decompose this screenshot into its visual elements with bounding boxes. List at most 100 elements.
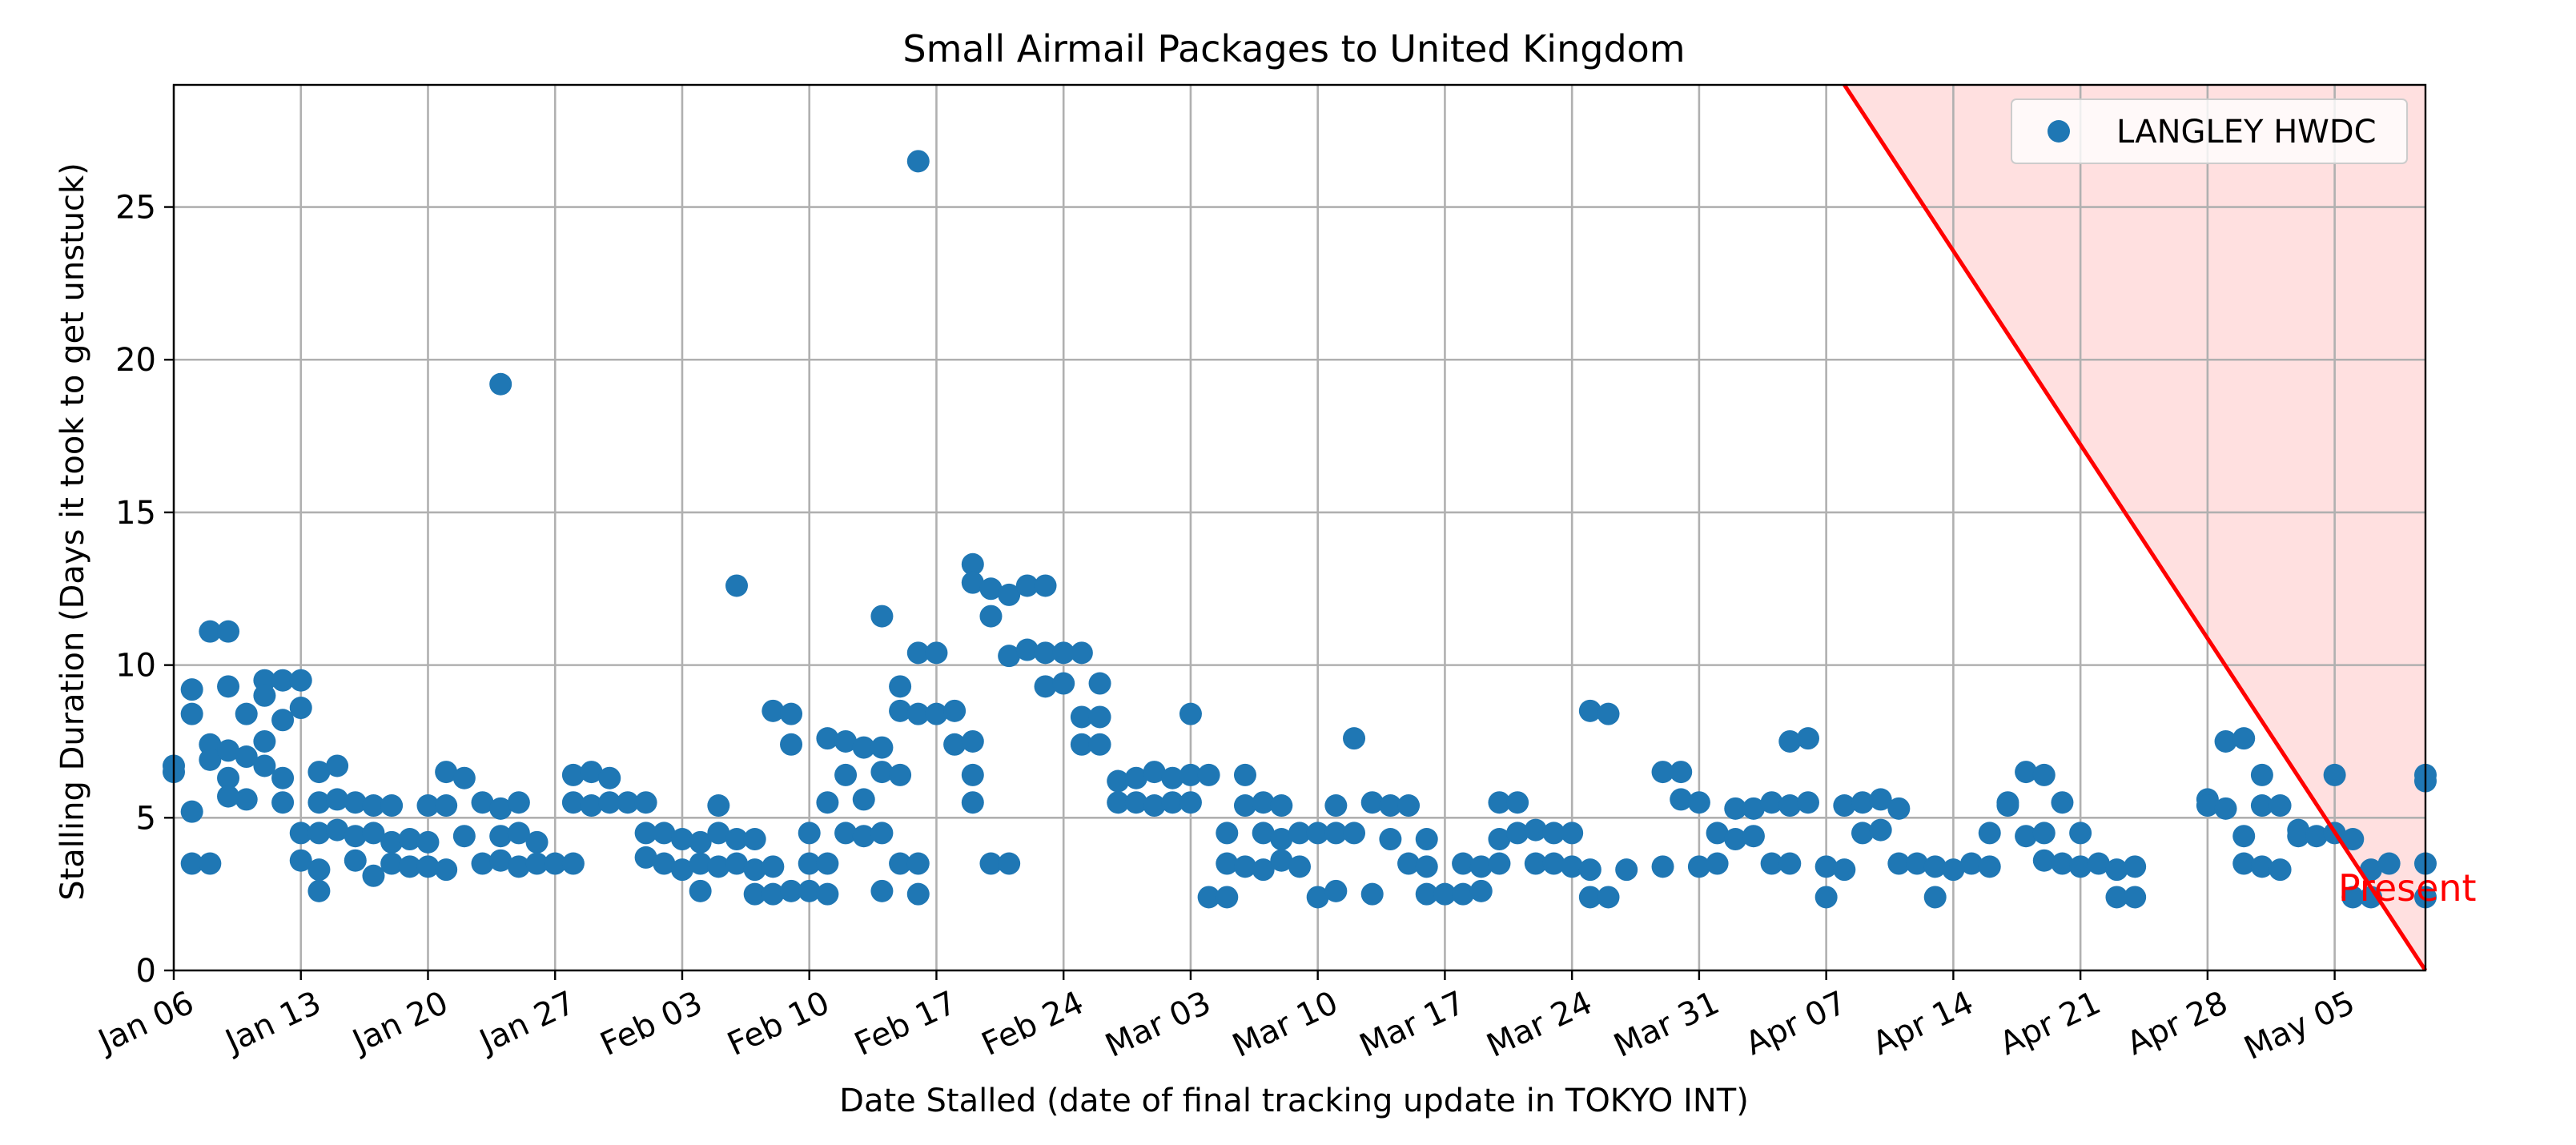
data-point (961, 552, 984, 576)
data-point (870, 736, 894, 759)
legend-box (2011, 98, 2408, 164)
data-point (1687, 855, 1710, 878)
data-point (870, 822, 894, 845)
data-point (1887, 852, 1911, 875)
data-point (580, 794, 603, 818)
data-point (1216, 852, 1239, 875)
data-point (1233, 794, 1256, 818)
data-point (2124, 855, 2147, 878)
data-point (925, 702, 948, 725)
data-point (2359, 886, 2382, 909)
data-point (762, 882, 785, 906)
data-point (271, 709, 295, 732)
y-tick-label: 20 (115, 342, 156, 379)
data-point (1851, 791, 1874, 814)
data-point (979, 577, 1003, 601)
data-point (435, 761, 458, 784)
data-point (852, 825, 875, 848)
data-point (1706, 852, 1729, 875)
data-point (689, 852, 712, 875)
data-point (1851, 822, 1874, 845)
data-point (326, 788, 349, 811)
data-point (798, 852, 821, 875)
data-point (2032, 763, 2056, 786)
data-point (1778, 852, 1802, 875)
data-point (344, 825, 367, 848)
y-axis-label: Stalling Duration (Days it took to get u… (54, 163, 91, 901)
data-point (1542, 822, 1565, 845)
data-point (1887, 797, 1911, 820)
data-point (398, 855, 421, 878)
data-point (1706, 822, 1729, 845)
data-point (1778, 794, 1802, 818)
data-point (961, 729, 984, 753)
data-point (1034, 675, 1057, 698)
data-point (707, 794, 730, 818)
data-point (1397, 852, 1421, 875)
data-point (271, 669, 295, 692)
data-point (889, 675, 912, 698)
data-point (1161, 766, 1184, 789)
data-point (1124, 766, 1147, 789)
data-point (1687, 791, 1710, 814)
data-point (1469, 855, 1493, 878)
data-point (2232, 825, 2256, 848)
data-point (2250, 763, 2273, 786)
data-point (1996, 794, 2019, 818)
data-point (1415, 882, 1438, 906)
data-point (1452, 882, 1475, 906)
data-point (834, 729, 858, 753)
data-point (762, 699, 785, 722)
data-point (1506, 791, 1529, 814)
data-point (1833, 858, 1856, 882)
data-point (816, 791, 839, 814)
data-point (1343, 727, 1366, 750)
data-point (743, 882, 766, 906)
data-point (780, 733, 803, 756)
data-point (1088, 733, 1111, 756)
data-point (925, 641, 948, 665)
data-point (2196, 794, 2219, 818)
data-point (344, 849, 367, 872)
data-point (289, 697, 312, 720)
data-point (634, 791, 657, 814)
data-point (2069, 855, 2092, 878)
data-point (2250, 794, 2273, 818)
y-tick-label: 0 (136, 953, 156, 990)
data-point (1397, 794, 1421, 818)
data-point (1306, 822, 1329, 845)
data-point (1233, 763, 1256, 786)
data-point (2323, 763, 2346, 786)
data-point (253, 729, 276, 753)
data-point (1360, 882, 1384, 906)
data-point (1978, 855, 2001, 878)
data-point (1742, 825, 1765, 848)
legend-marker (2048, 120, 2070, 143)
data-point (435, 858, 458, 882)
data-point (653, 852, 676, 875)
data-point (834, 763, 858, 786)
data-point (199, 748, 222, 771)
data-point (1216, 886, 1239, 909)
data-point (1252, 822, 1275, 845)
data-point (1179, 791, 1202, 814)
data-point (2232, 727, 2256, 750)
present-label: Present (2338, 866, 2477, 910)
data-point (2287, 825, 2310, 848)
data-point (1107, 769, 1130, 793)
data-points (163, 150, 2437, 909)
data-point (217, 785, 240, 808)
data-point (1597, 886, 1620, 909)
data-point (670, 828, 693, 851)
data-point (307, 791, 331, 814)
data-point (289, 849, 312, 872)
data-point (816, 727, 839, 750)
data-point (1542, 852, 1565, 875)
data-point (525, 852, 549, 875)
data-point (1015, 574, 1039, 597)
data-point (1506, 822, 1529, 845)
data-point (199, 620, 222, 643)
data-point (634, 846, 657, 869)
data-point (1488, 828, 1511, 851)
data-point (180, 800, 203, 823)
